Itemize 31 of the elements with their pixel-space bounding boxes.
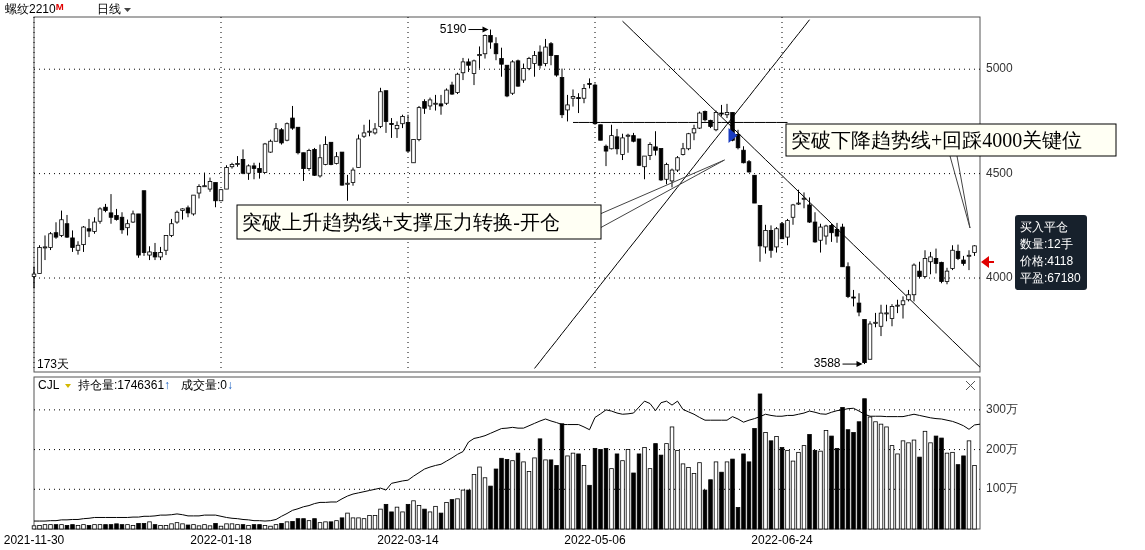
x-tick-label: 2022-05-06 [564, 533, 627, 547]
text: 买入平仓 [1020, 220, 1068, 234]
text: 数量:12手 [1020, 237, 1073, 251]
text: 价格:4118 [1019, 254, 1074, 268]
y-tick-label: 100万 [986, 481, 1019, 496]
x-tick-label: 2022-01-18 [190, 533, 253, 547]
text: 持仓量:1746361↑ [78, 378, 171, 392]
annotation: 突破上升趋势线+支撑压力转换-开仓 [242, 211, 560, 233]
y-tick-label: 300万 [986, 402, 1019, 417]
candlestick [966, 249, 972, 271]
annotation: 突破下降趋势线+回踩4000关键位 [791, 129, 1083, 151]
annotation: 5190 [439, 21, 467, 36]
x-tick-label: 2021-11-30 [3, 533, 65, 547]
chart-subtitle: 日线 [97, 2, 121, 16]
text: 成交量:0↓ [181, 378, 234, 392]
candlestick [900, 295, 906, 320]
annotation: 3588 [813, 356, 841, 371]
candlestick [389, 117, 394, 139]
candlestick [801, 191, 807, 209]
y-tick-label: 4000 [986, 270, 1014, 285]
chart-title: CJL [38, 378, 60, 392]
chart-title: 螺纹2210$^{M}$ [5, 1, 64, 16]
candlestick [493, 36, 499, 61]
annotation: 173天 [37, 357, 70, 371]
y-tick-label: 5000 [986, 61, 1014, 76]
candlestick [856, 292, 862, 317]
x-tick-label: 2022-06-24 [751, 533, 814, 547]
y-tick-label: 4500 [986, 165, 1014, 180]
y-tick-label: 200万 [986, 441, 1019, 456]
text: 平盈:67180 [1020, 271, 1082, 285]
x-tick-label: 2022-03-14 [377, 533, 440, 547]
